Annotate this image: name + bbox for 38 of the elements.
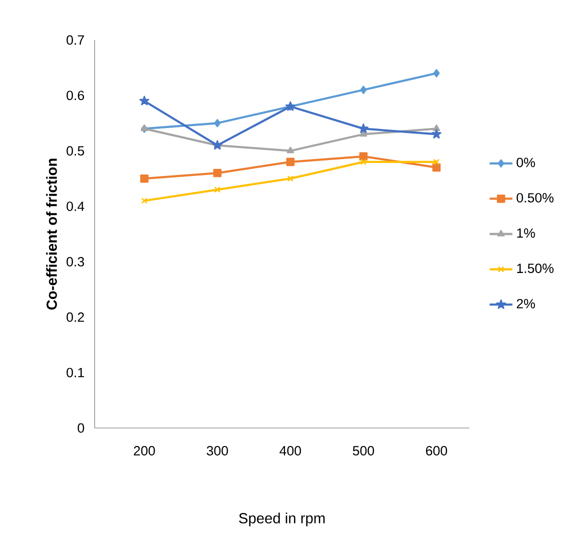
- x-tick-label: 300: [206, 446, 228, 456]
- legend-label: 2%: [516, 298, 535, 308]
- point: [214, 119, 221, 128]
- point: [139, 96, 150, 106]
- y-tick-label: 0.4: [66, 202, 84, 212]
- point: [286, 158, 295, 166]
- legend-label: 1%: [517, 228, 535, 238]
- y-tick-label: 0.3: [66, 257, 84, 266]
- point: [214, 186, 220, 193]
- point: [433, 69, 440, 78]
- point: [213, 168, 222, 178]
- point: [360, 158, 367, 166]
- x-tick-label: 500: [352, 446, 374, 456]
- point: [286, 146, 294, 154]
- point: [433, 158, 440, 166]
- point: [360, 86, 367, 94]
- point: [432, 163, 441, 172]
- legend-label: 0.50%: [516, 193, 554, 203]
- x-tick-label: 600: [426, 446, 448, 456]
- y-tick-label: 0.7: [66, 35, 84, 45]
- point: [359, 152, 368, 161]
- legend-label: 0%: [516, 158, 535, 168]
- y-tick-label: 0.2: [66, 312, 84, 322]
- x-axis-title: Speed in rpm: [239, 512, 325, 526]
- point: [140, 174, 148, 183]
- point: [432, 129, 442, 139]
- point: [287, 175, 294, 182]
- x-tick-label: 200: [134, 446, 155, 456]
- y-tick-label: 0.5: [66, 146, 84, 156]
- y-tick-label: 0: [78, 423, 84, 433]
- x-tick-label: 400: [280, 446, 302, 456]
- y-axis-title: Co-efficient of friction: [46, 158, 57, 310]
- point: [432, 124, 440, 132]
- point: [141, 198, 148, 204]
- y-tick-label: 0.1: [66, 368, 84, 378]
- legend-label: 1.50%: [517, 264, 554, 274]
- y-tick-label: 0.6: [66, 90, 84, 100]
- point: [358, 124, 368, 133]
